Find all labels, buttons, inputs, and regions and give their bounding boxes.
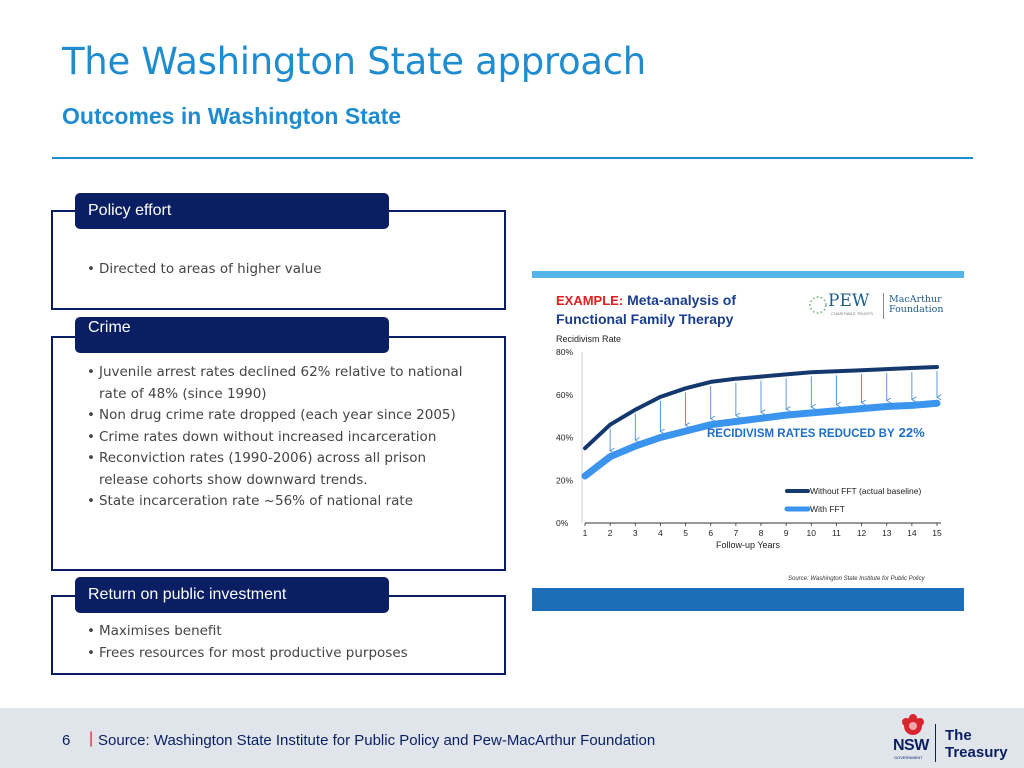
page-subtitle: Outcomes in Washington State — [62, 103, 402, 129]
nsw-government-text: GOVERNMENT — [894, 755, 923, 760]
x-tick-label: 7 — [733, 528, 738, 538]
y-tick-label: 60% — [556, 390, 573, 400]
annotation-percent: 22% — [899, 425, 925, 440]
pew-sunburst-icon — [809, 296, 827, 314]
nsw-wordmark: NSW — [893, 737, 929, 754]
chart-heading-line1: EXAMPLE: Meta-analysis of — [556, 292, 736, 308]
title-divider — [52, 157, 973, 159]
list-item: Directed to areas of higher value — [87, 259, 479, 281]
y-tick-label: 40% — [556, 433, 573, 443]
macarthur-logo: MacArthur Foundation — [889, 295, 943, 315]
x-axis-title: Follow-up Years — [716, 540, 781, 550]
crime-list: Juvenile arrest rates declined 62% relat… — [87, 362, 479, 513]
roi-list: Maximises benefit Frees resources for mo… — [87, 621, 479, 664]
x-tick-label: 6 — [708, 528, 713, 538]
waratah-icon — [902, 714, 924, 735]
y-tick-label: 20% — [556, 475, 573, 485]
chart-source: Source: Washington State Institute for P… — [788, 576, 925, 582]
policy-effort-heading: Policy effort — [75, 193, 389, 229]
list-item: Frees resources for most productive purp… — [87, 643, 479, 665]
footer: 6 | Source: Washington State Institute f… — [0, 708, 1024, 768]
legend-label-without-fft: Without FFT (actual baseline) — [810, 486, 921, 496]
x-tick-label: 15 — [932, 528, 942, 538]
page-title: The Washington State approach — [62, 40, 646, 83]
footer-source: Source: Washington State Institute for P… — [98, 732, 656, 749]
treasury-wordmark: The Treasury — [945, 727, 1008, 761]
chart-title-part2: Functional Family Therapy — [556, 311, 734, 327]
chart-bottom-bar — [532, 588, 964, 611]
chart-image: EXAMPLE: Meta-analysis of Functional Fam… — [532, 271, 964, 611]
x-tick-label: 8 — [759, 528, 764, 538]
y-tick-label: 80% — [556, 347, 573, 357]
treasury-line1: The — [945, 727, 972, 744]
macarthur-line1: MacArthur — [889, 294, 942, 305]
page-number: 6 — [62, 732, 71, 749]
logo-divider — [883, 293, 884, 319]
pew-logo: PEW — [828, 291, 870, 311]
x-tick-label: 5 — [683, 528, 688, 538]
y-tick-label: 0% — [556, 518, 569, 528]
footer-separator: | — [89, 730, 94, 747]
example-label: EXAMPLE: — [556, 293, 624, 308]
nsw-treasury-logo: NSW GOVERNMENT The Treasury — [893, 714, 1013, 764]
x-tick-label: 1 — [583, 528, 588, 538]
legend-label-with-fft: With FFT — [810, 504, 845, 514]
x-tick-label: 4 — [658, 528, 663, 538]
list-item: Juvenile arrest rates declined 62% relat… — [87, 362, 479, 405]
x-tick-label: 11 — [832, 528, 841, 538]
x-tick-label: 9 — [784, 528, 789, 538]
x-tick-label: 13 — [882, 528, 892, 538]
x-tick-label: 2 — [608, 528, 613, 538]
roi-heading: Return on public investment — [75, 577, 389, 613]
chart-top-bar — [532, 271, 964, 278]
x-tick-label: 14 — [907, 528, 917, 538]
crime-heading: Crime — [75, 317, 389, 353]
list-item: Crime rates down without increased incar… — [87, 427, 479, 449]
pew-logo-subtitle: CHARITABLE TRUSTS — [831, 311, 873, 316]
annotation-text: RECIDIVISM RATES REDUCED BY — [707, 428, 895, 440]
list-item: Non drug crime rate dropped (each year s… — [87, 405, 479, 427]
chart-legend: Without FFT (actual baseline) With FFT — [784, 486, 921, 514]
x-tick-label: 10 — [807, 528, 817, 538]
x-tick-label: 12 — [857, 528, 867, 538]
x-tick-label: 3 — [633, 528, 638, 538]
list-item: State incarceration rate ~56% of nationa… — [87, 491, 479, 513]
treasury-line2: Treasury — [945, 744, 1008, 761]
reduction-annotation: RECIDIVISM RATES REDUCED BY 22% — [707, 425, 925, 440]
recidivism-chart: 80%60%40%20%0% 1 2 3 4 5 6 7 8 9 10 11 12 13 14 15 Fol… — [556, 347, 942, 550]
y-axis-title: Recidivism Rate — [556, 334, 622, 344]
nsw-logo-divider — [935, 724, 936, 762]
list-item: Maximises benefit — [87, 621, 479, 643]
macarthur-line2: Foundation — [889, 304, 944, 315]
policy-effort-list: Directed to areas of higher value — [87, 259, 479, 281]
list-item: Reconviction rates (1990-2006) across al… — [87, 448, 479, 491]
chart-title-part1: Meta-analysis of — [627, 292, 736, 308]
